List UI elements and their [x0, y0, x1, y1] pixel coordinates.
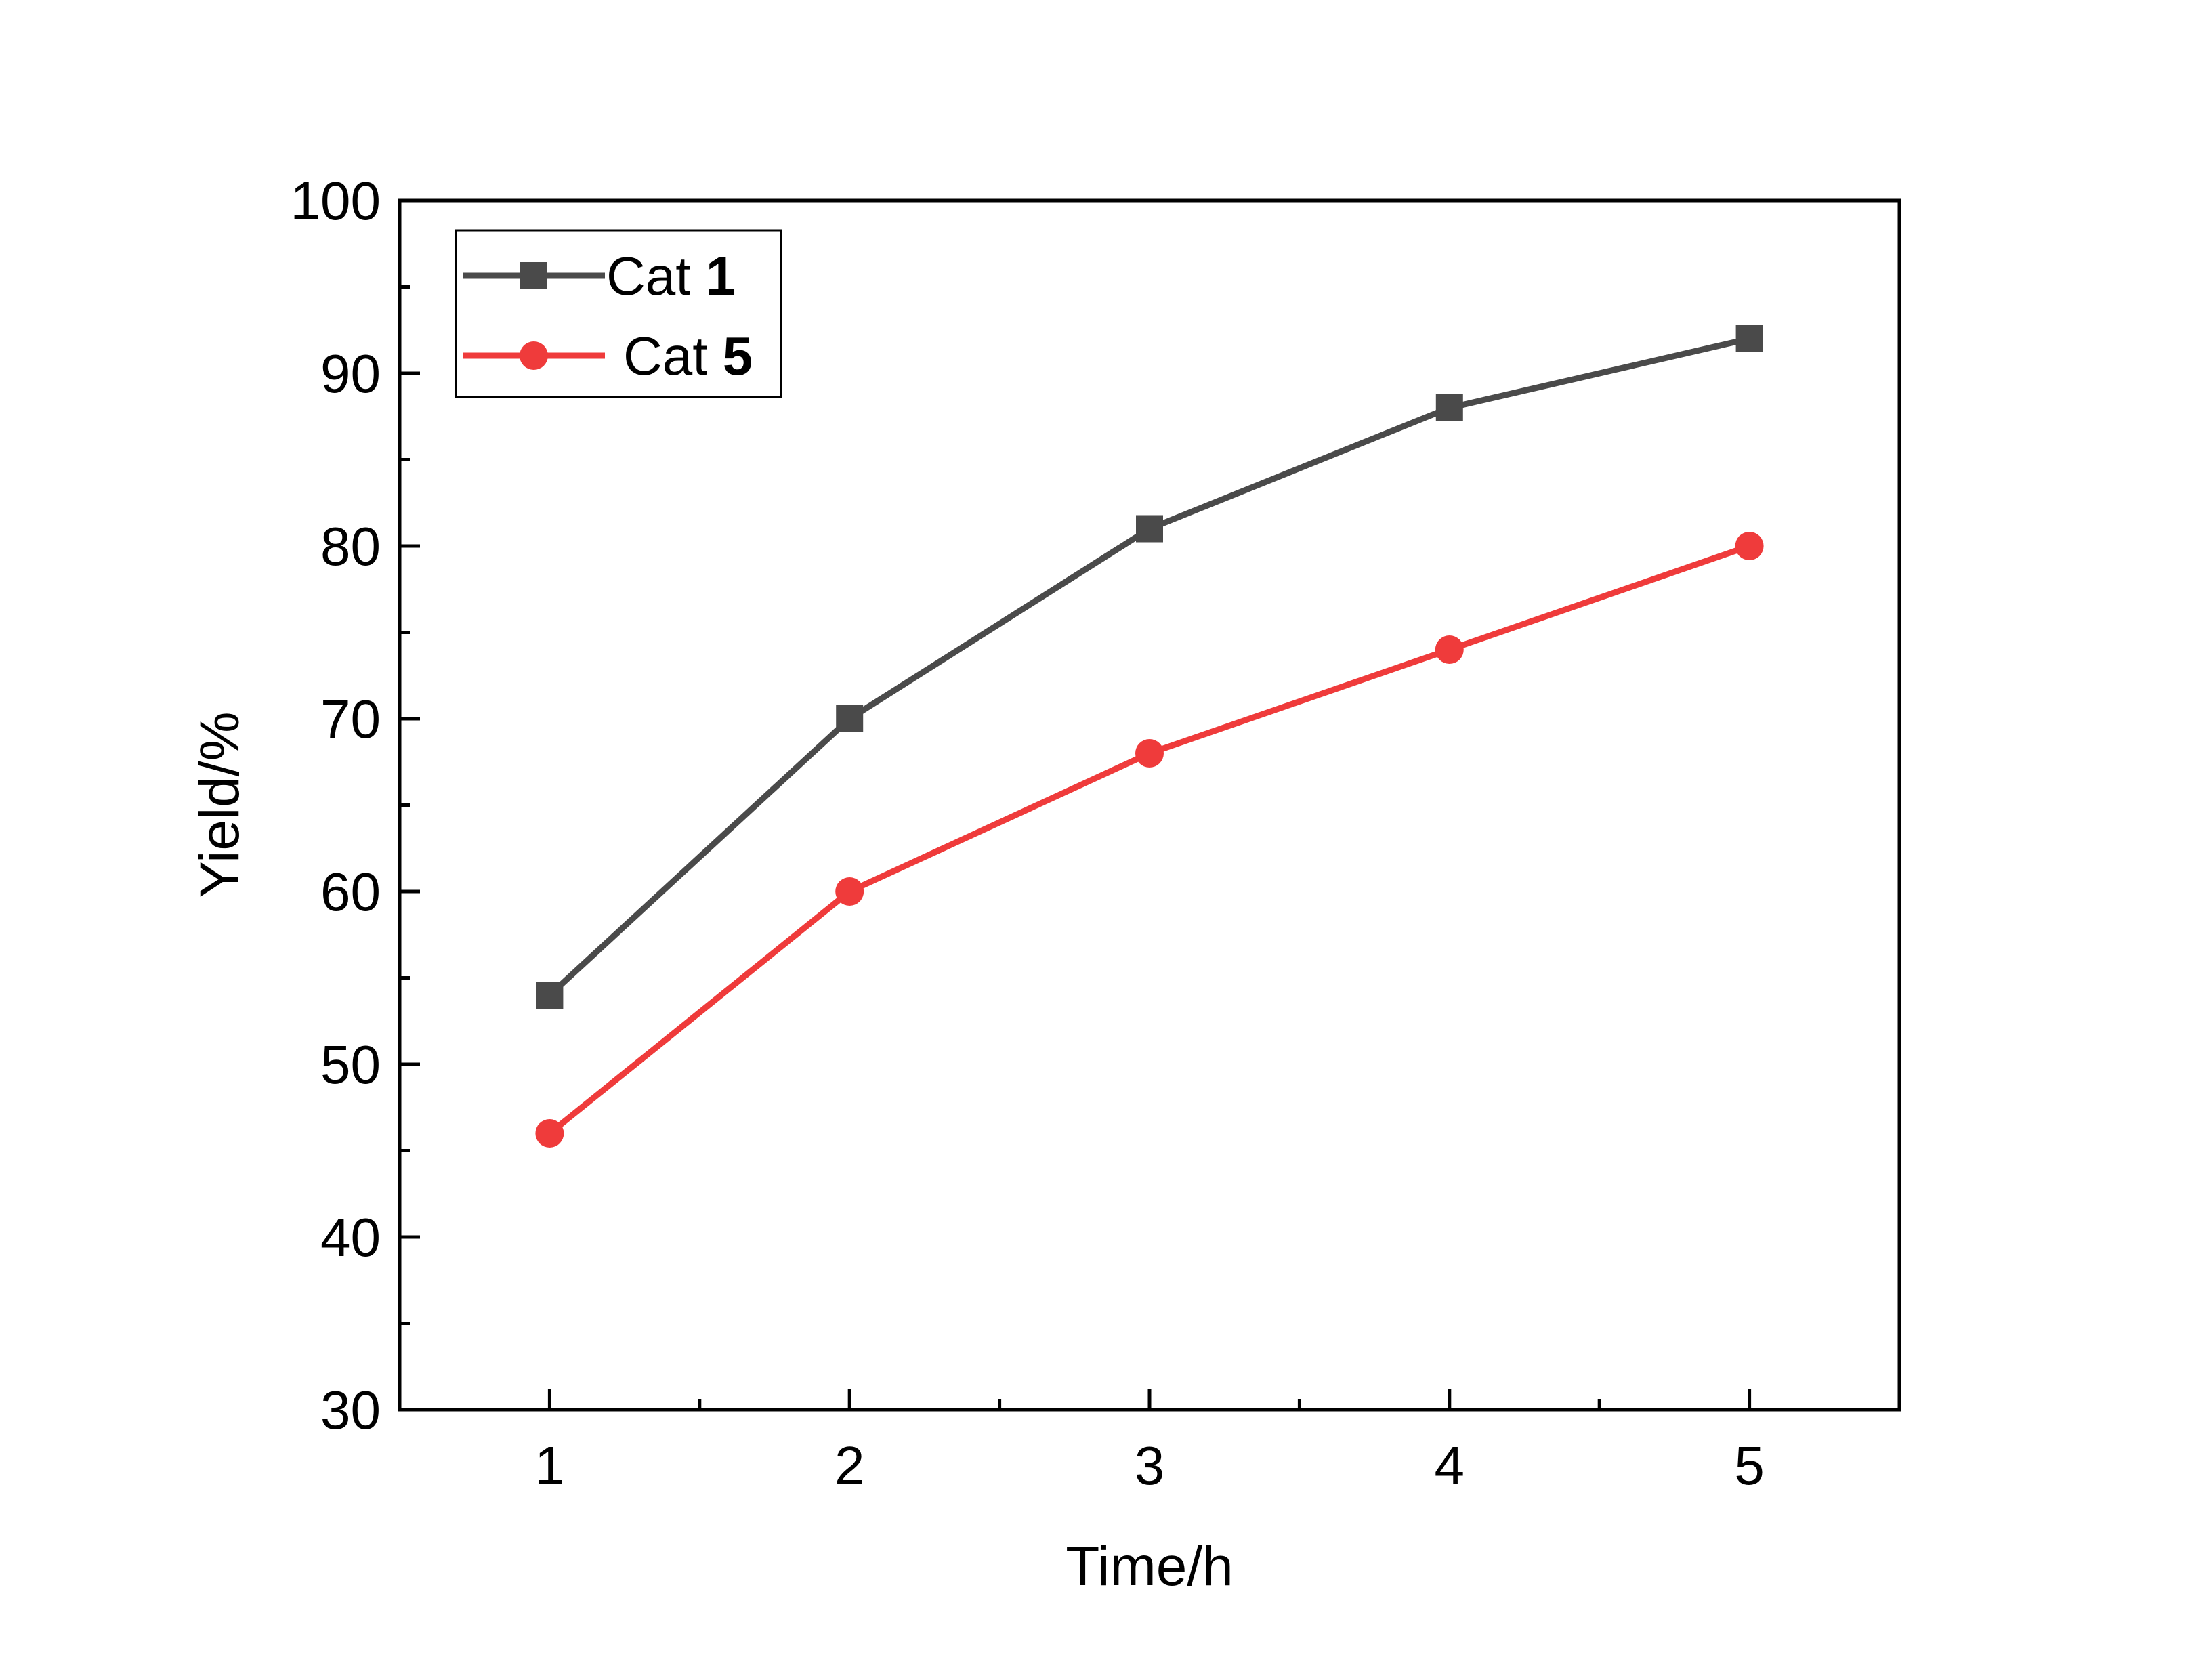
data-point: [1136, 515, 1163, 543]
x-tick-label: 5: [1734, 1435, 1765, 1496]
data-point: [836, 705, 864, 732]
x-tick-label: 4: [1435, 1435, 1465, 1496]
y-tick-label: 100: [291, 171, 381, 231]
x-tick-label: 3: [1135, 1435, 1165, 1496]
y-axis-label: Yield/%: [189, 712, 251, 898]
legend-box: [455, 229, 782, 398]
series-line-0: [547, 335, 1750, 998]
legend-marker: [520, 262, 547, 289]
data-point: [1435, 635, 1464, 664]
data-point: [1735, 532, 1764, 560]
data-point: [1735, 325, 1763, 352]
x-tick-label: 1: [534, 1435, 565, 1496]
legend-label: Cat 5: [623, 326, 753, 386]
series-line-1: [547, 543, 1751, 1136]
x-axis-label: Time/h: [1066, 1536, 1234, 1597]
y-tick-label: 70: [320, 689, 381, 749]
y-tick-label: 90: [320, 343, 381, 404]
data-point: [1435, 394, 1463, 421]
legend-marker: [520, 341, 548, 370]
legend-label-text: Cat: [623, 326, 723, 386]
legend-label-number: 5: [723, 326, 753, 386]
data-point: [1135, 739, 1164, 768]
y-tick-label: 40: [320, 1207, 381, 1267]
data-point: [535, 1119, 564, 1148]
y-tick-label: 60: [320, 862, 381, 922]
y-tick-label: 30: [320, 1380, 381, 1440]
y-tick-label: 80: [320, 516, 381, 576]
legend-label-number: 1: [706, 246, 736, 306]
y-tick-label: 50: [320, 1034, 381, 1095]
legend-label: Cat 1: [606, 246, 736, 306]
data-point: [536, 982, 564, 1009]
x-tick-label: 2: [835, 1435, 865, 1496]
legend-label-text: Cat: [606, 246, 706, 306]
data-point: [835, 877, 864, 906]
